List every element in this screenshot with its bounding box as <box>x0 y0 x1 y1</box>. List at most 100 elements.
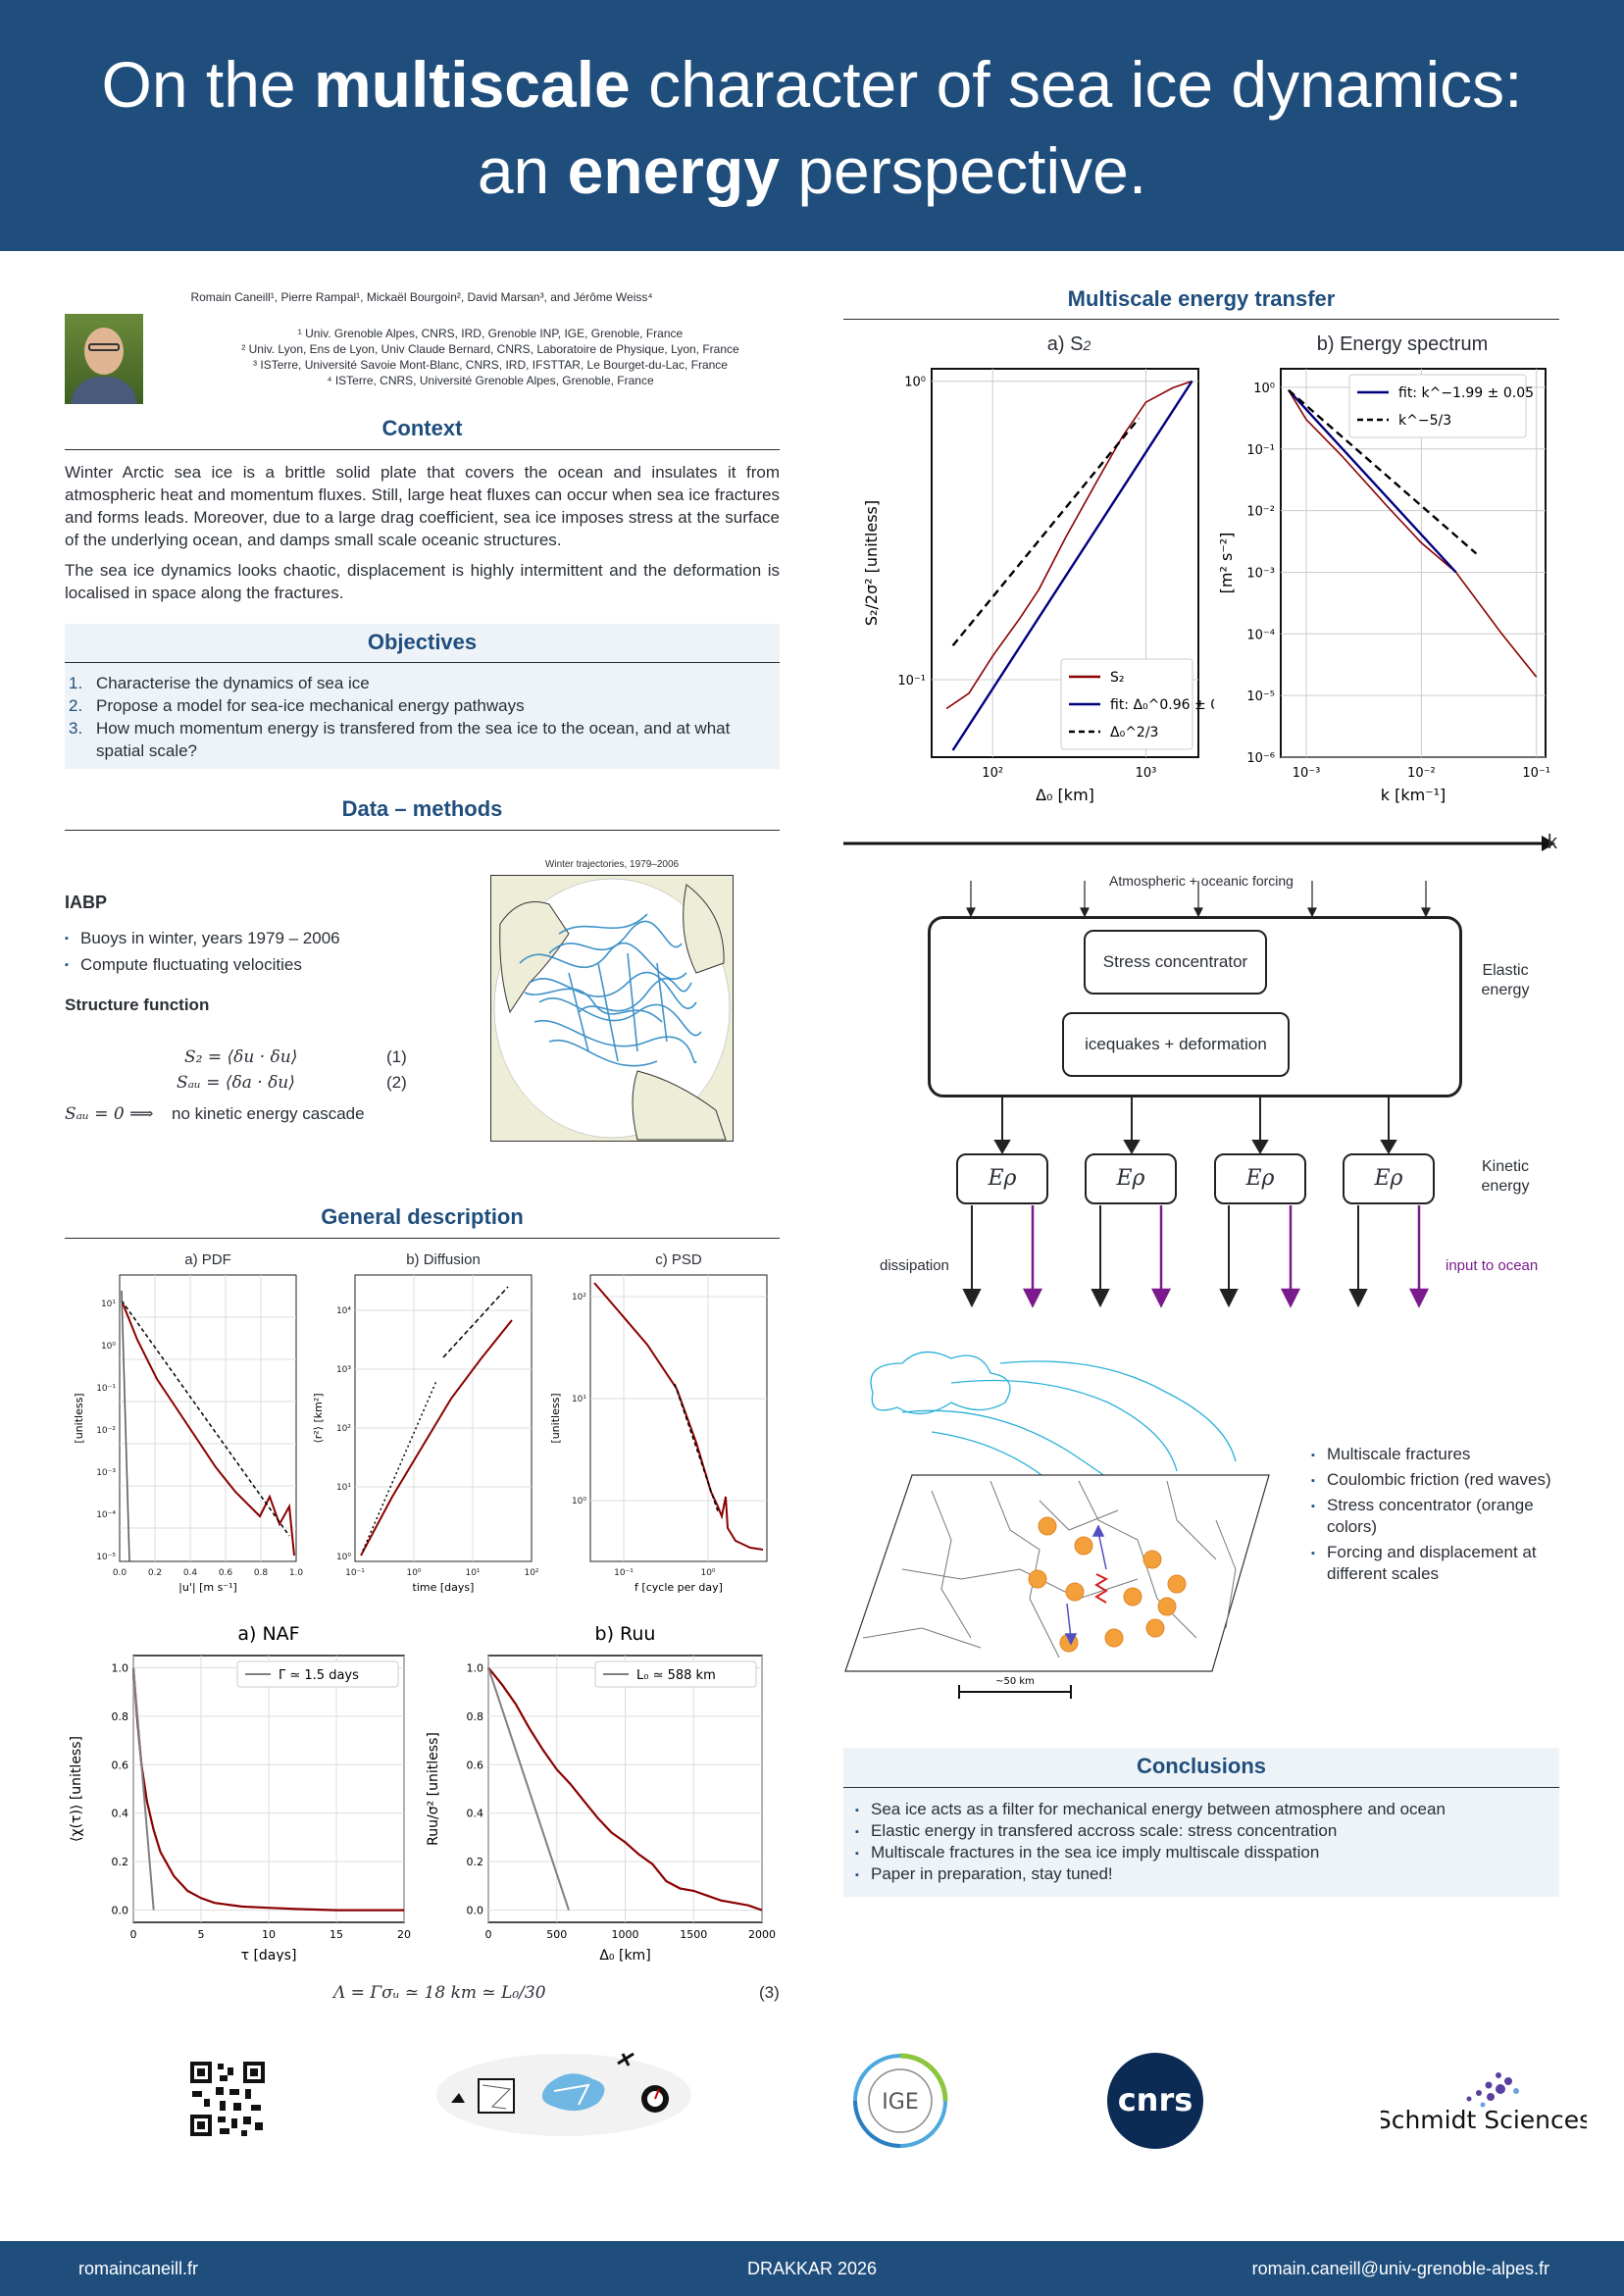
divider <box>65 449 780 450</box>
equation-number: (2) <box>386 1073 407 1092</box>
input-ocean-label: input to ocean <box>1446 1257 1539 1274</box>
tick-label: 10⁻¹ <box>96 1384 116 1394</box>
axis-label: |u'| [m s⁻¹] <box>178 1581 237 1594</box>
affiliation: ¹ Univ. Grenoble Alpes, CNRS, IRD, Greno… <box>297 327 684 340</box>
axis-label: ⟨χ(τ)⟩ [unitless] <box>69 1736 84 1842</box>
list-item: Forcing and displacement at different sc… <box>1311 1542 1566 1585</box>
ige-text: IGE <box>882 2090 918 2115</box>
tick-label: 10¹ <box>465 1568 480 1578</box>
axis-label: Δ₀ [km] <box>1036 786 1094 804</box>
legend-label: fit: Δ₀^0.96 ± 0.01 <box>1110 697 1214 713</box>
tick-label: 10² <box>336 1424 351 1434</box>
divider <box>843 319 1559 320</box>
kinetic-box: Eρ <box>956 1153 1048 1204</box>
tick-label: 0.4 <box>112 1808 129 1820</box>
equation-no-cascade: Sₐᵤ = 0 ⟹ <box>65 1104 154 1124</box>
list-item: Sea ice acts as a filter for mechanical … <box>855 1799 1551 1821</box>
legend-label: k^−5/3 <box>1398 413 1451 429</box>
panel-title: c) PSD <box>655 1251 702 1268</box>
schmidt-sciences-logo: Schmidt Sciences <box>1381 2072 1587 2134</box>
tick-label: 0.6 <box>467 1759 484 1771</box>
ruu-chart: 0 500 1000 1500 2000 0.0 0.2 0.4 0.6 0.8 1.0 L₀ ≃ 5… <box>426 1623 776 1962</box>
email-link[interactable]: romain.caneill@univ-grenoble-alpes.fr <box>1251 2259 1549 2278</box>
panel-title: b) Diffusion <box>406 1251 481 1268</box>
kinetic-box: Eρ <box>1343 1153 1435 1204</box>
author-list: Romain Caneill¹, Pierre Rampal¹, Mickaël… <box>190 290 653 304</box>
tick-label: 10⁻⁵ <box>1246 689 1275 704</box>
naf-chart: 0 5 10 15 20 0.0 0.2 0.4 0.6 0.8 1.0 Γ ≃ 1.5 days τ … <box>69 1623 411 1962</box>
psd-fit-line <box>674 1383 719 1512</box>
tick-label: 0 <box>130 1928 137 1941</box>
tick-label: 10⁰ <box>1253 382 1275 396</box>
context-title: Context <box>381 416 463 440</box>
schmidt-text: Schmidt Sciences <box>1381 2106 1587 2134</box>
sea-ice-sketch: ~50 km <box>844 1352 1270 1699</box>
legend-box <box>1348 374 1527 438</box>
legend-label: fit: k^−1.99 ± 0.05 <box>1398 385 1534 401</box>
psd-curve <box>593 1282 764 1551</box>
tick-label: 0.2 <box>148 1568 162 1578</box>
axis-label: [unitless] <box>73 1393 85 1443</box>
icequakes-box: icequakes + deformation <box>1062 1012 1290 1077</box>
tick-label: 10² <box>524 1568 538 1578</box>
legend-box <box>594 1660 757 1688</box>
scale-label: ~50 km <box>995 1676 1035 1687</box>
tick-label: 10⁻³ <box>1293 766 1321 781</box>
tick-label: 10⁻⁶ <box>1246 751 1275 766</box>
energy-arrows <box>962 1097 1430 1308</box>
list-item: Paper in preparation, stay tuned! <box>855 1863 1551 1886</box>
pdf-curve <box>121 1300 295 1556</box>
list-item: 1. Characterise the dynamics of sea ice <box>69 674 370 692</box>
website-link[interactable]: romaincaneill.fr <box>78 2259 199 2278</box>
series-line <box>487 1667 570 1911</box>
legend-box <box>1060 658 1193 750</box>
tick-label: 0.0 <box>113 1568 127 1578</box>
tick-label: 10⁻⁵ <box>96 1553 116 1562</box>
title-line-1: On the multiscale character of sea ice d… <box>101 48 1523 121</box>
poster-footer: romaincaneill.fr DRAKKAR 2026 romain.can… <box>0 2241 1624 2296</box>
s2-chart: 10² 10³ 10⁰ 10⁻¹ S₂ fit: Δ₀^0.96 ± 0.01 Δ₀^2/3… <box>862 368 1214 804</box>
kinetic-box: Eρ <box>1085 1153 1177 1204</box>
title-line-2: an energy perspective. <box>477 134 1147 207</box>
tick-label: 1.0 <box>289 1568 304 1578</box>
context-paragraph: The sea ice dynamics looks chaotic, disp… <box>65 561 780 602</box>
trajectories-map <box>490 875 734 1142</box>
kinetic-label: Kinetic energy <box>1481 1158 1530 1195</box>
legend-label: S₂ <box>1110 670 1125 686</box>
affiliation: ³ ISTerre, Université Savoie Mont-Blanc,… <box>253 358 728 372</box>
tick-label: 10⁻⁴ <box>96 1510 116 1520</box>
tick-label: 10 <box>262 1928 276 1941</box>
tick-label: 0.6 <box>112 1759 129 1771</box>
axis-label: f [cycle per day] <box>634 1581 723 1594</box>
sketch-bullets: Multiscale fractures Coulombic friction … <box>1311 1444 1566 1585</box>
list-item: 3. How much momentum energy is transfered… <box>69 719 731 760</box>
tick-label: 5 <box>198 1928 205 1941</box>
series-line <box>951 417 1141 647</box>
tick-label: 10¹ <box>101 1300 116 1309</box>
spectrum-chart: 10⁻³ 10⁻² 10⁻¹ 10⁰ 10⁻¹ 10⁻² 10⁻³ 10⁻⁴ 10⁻⁵ 10⁻⁶ f… <box>1217 368 1550 804</box>
tick-label: 0.2 <box>112 1856 129 1868</box>
tick-label: 10⁻¹ <box>614 1568 634 1578</box>
diffusion-panel: 10⁻¹ 10⁰ 10¹ 10² 10⁴ 10³ 10² 10¹ 10⁰ tim… <box>312 1274 539 1594</box>
tick-label: 10⁴ <box>336 1306 351 1316</box>
tick-label: 0.8 <box>254 1568 269 1578</box>
series-line <box>1288 388 1457 574</box>
divider <box>65 1238 780 1239</box>
chart-title: b) Ruu <box>595 1623 656 1645</box>
cnrs-text: cnrs <box>1118 2081 1193 2118</box>
tick-label: 1500 <box>680 1928 707 1941</box>
series-line <box>945 380 1193 710</box>
poster-header: On the multiscale character of sea ice d… <box>0 0 1624 251</box>
list-item: Elastic energy in transfered accross sca… <box>855 1820 1551 1843</box>
objectives-title: Objectives <box>367 630 478 654</box>
kinetic-box: Eρ <box>1214 1153 1306 1204</box>
forcing-label: Atmospheric + oceanic forcing <box>1109 873 1294 889</box>
equation-lambda: Λ = Γσᵤ ≃ 18 km ≃ L₀/30 <box>333 1983 546 2003</box>
axis-label: Δ₀ [km] <box>599 1948 650 1962</box>
tick-label: 500 <box>546 1928 567 1941</box>
qr-code-icon[interactable] <box>190 2062 265 2136</box>
list-item: Multiscale fractures in the sea ice impl… <box>855 1842 1551 1864</box>
legend-box <box>236 1660 399 1688</box>
tick-label: 0.0 <box>467 1905 484 1917</box>
tick-label: 10⁻² <box>1407 766 1436 781</box>
